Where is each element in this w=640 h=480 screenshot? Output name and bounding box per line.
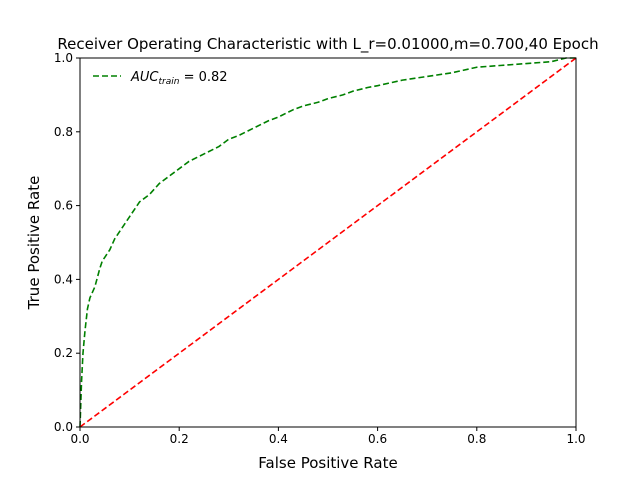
legend: AUCtrain = 0.82 — [93, 70, 228, 87]
y-tick-label: 0.2 — [54, 346, 73, 360]
y-tick-label: 1.0 — [54, 51, 73, 65]
legend-label-sub: train — [159, 77, 180, 87]
x-tick-label: 1.0 — [566, 432, 585, 446]
y-tick-label: 0.0 — [54, 420, 73, 434]
y-tick-label: 0.8 — [54, 125, 73, 139]
legend-label-main: AUC — [130, 70, 159, 85]
x-tick-label: 0.0 — [70, 432, 89, 446]
x-tick-label: 0.4 — [269, 432, 288, 446]
chart-title: Receiver Operating Characteristic with L… — [57, 35, 598, 54]
y-tick-label: 0.6 — [54, 199, 73, 213]
y-axis-label: True Positive Rate — [25, 176, 43, 311]
legend-label-train: AUCtrain = 0.82 — [130, 70, 228, 87]
x-tick-label: 0.8 — [467, 432, 486, 446]
x-axis-ticks: 0.0 0.2 0.4 0.6 0.8 1.0 — [70, 427, 586, 446]
x-tick-label: 0.6 — [368, 432, 387, 446]
legend-label-value: = 0.82 — [179, 70, 227, 85]
roc-curve-train — [79, 57, 576, 428]
y-tick-label: 0.4 — [54, 272, 73, 286]
plot-frame — [79, 57, 577, 428]
series-layer — [79, 57, 577, 428]
x-axis-label: False Positive Rate — [258, 454, 397, 472]
x-tick-label: 0.2 — [170, 432, 189, 446]
y-axis-ticks: 0.0 0.2 0.4 0.6 0.8 1.0 — [54, 51, 80, 434]
chance-diagonal-line — [79, 57, 577, 428]
